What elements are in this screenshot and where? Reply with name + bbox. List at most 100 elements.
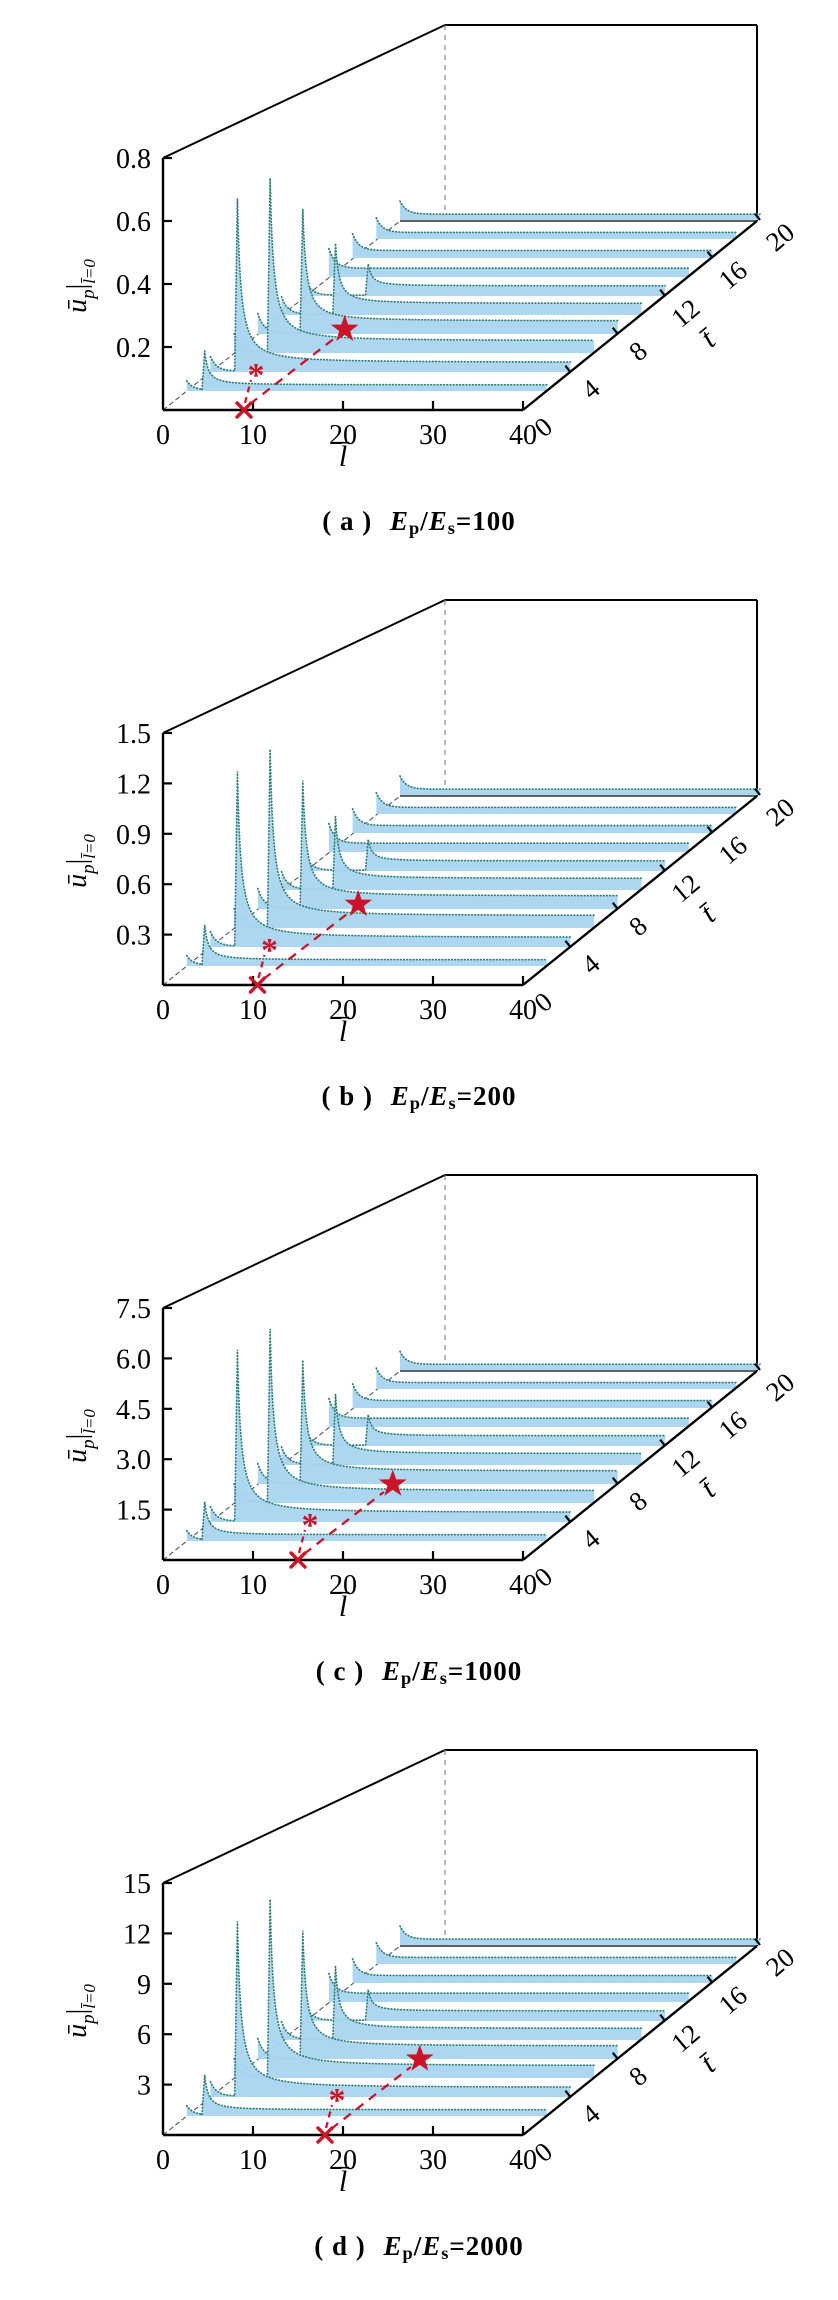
svg-text:7.5: 7.5 [116,1294,151,1325]
svg-text:30: 30 [419,2145,447,2176]
caption-E2: E [422,2231,442,2261]
svg-text:16: 16 [713,1980,753,2020]
svg-text:ūp|l̄=0: ūp|l̄=0 [62,1984,99,2038]
svg-text:8: 8 [623,335,653,367]
svg-text:l̄: l̄ [339,1590,350,1623]
svg-text:4: 4 [576,1523,606,1555]
panel-c-caption: ( c ) Ep/Es=1000 [0,1656,838,1689]
svg-text:6: 6 [137,2020,151,2051]
svg-text:1.2: 1.2 [116,769,151,800]
caption-slash: / [412,1656,421,1686]
panel-d-caption: ( d ) Ep/Es=2000 [0,2231,838,2264]
svg-text:3: 3 [137,2071,151,2102]
svg-text:4: 4 [576,373,606,405]
svg-text:20: 20 [760,1367,800,1407]
svg-text:0: 0 [156,420,170,451]
panel-b-caption: ( b ) Ep/Es=200 [0,1081,838,1114]
svg-text:20: 20 [329,995,357,1026]
caption-ratio: 100 [472,506,516,536]
svg-text:40: 40 [509,1570,537,1601]
svg-text:10: 10 [239,1570,267,1601]
caption-sub-p: p [408,518,421,539]
caption-label: ( a ) [322,506,373,536]
caption-ratio: 1000 [464,1656,523,1686]
waterfall-plot-c: 1.53.04.56.07.50 10 20 30 40048121620l̄t̄ūp… [62,1174,800,1623]
caption-E1: E [389,506,409,536]
svg-text:1.5: 1.5 [116,719,151,750]
svg-text:8: 8 [623,1485,653,1517]
caption-E1: E [383,2231,403,2261]
svg-text:30: 30 [419,420,447,451]
svg-text:0.6: 0.6 [116,870,151,901]
svg-text:6.0: 6.0 [116,1344,151,1375]
svg-text:ūp|l̄=0: ūp|l̄=0 [62,834,99,888]
caption-sub-s: s [441,2243,450,2264]
svg-text:*: * [302,1507,319,1544]
caption-label: ( d ) [314,2231,366,2261]
svg-text:*: * [329,2082,346,2119]
svg-text:20: 20 [329,420,357,451]
caption-sub-p: p [409,1093,421,1114]
caption-sub-p: p [400,1668,413,1689]
svg-text:20: 20 [329,1570,357,1601]
caption-sub-p: p [402,2243,414,2264]
caption-E2: E [429,1081,449,1111]
svg-text:8: 8 [623,2060,653,2092]
svg-text:0.4: 0.4 [116,270,151,301]
svg-text:16: 16 [713,830,753,870]
svg-text:4: 4 [576,2098,606,2130]
svg-text:30: 30 [419,1570,447,1601]
caption-E1: E [381,1656,401,1686]
svg-text:16: 16 [713,255,753,295]
svg-text:3.0: 3.0 [116,1445,151,1476]
svg-text:0.6: 0.6 [116,207,151,238]
svg-text:t̄: t̄ [694,321,724,354]
caption-sub-s: s [439,1668,448,1689]
waterfall-plot-b: 0.30.60.91.21.50 10 20 30 40048121620l̄t̄ūp… [62,599,800,1048]
caption-sub-s: s [447,518,456,539]
svg-text:l̄: l̄ [339,440,350,473]
caption-sub-s: s [448,1093,457,1114]
caption-slash: / [420,506,429,536]
caption-eq: = [449,2231,466,2261]
caption-label: ( c ) [315,1656,365,1686]
svg-text:12: 12 [123,1919,151,1950]
svg-text:10: 10 [239,2145,267,2176]
svg-text:0: 0 [156,995,170,1026]
svg-text:t̄: t̄ [694,2046,724,2079]
svg-text:0: 0 [156,1570,170,1601]
svg-text:8: 8 [623,910,653,942]
caption-label: ( b ) [321,1081,373,1111]
svg-text:9: 9 [137,1970,151,2001]
caption-eq: = [447,1656,465,1686]
svg-text:40: 40 [509,2145,537,2176]
caption-eq: = [456,1081,474,1111]
svg-text:0: 0 [156,2145,170,2176]
svg-text:0.8: 0.8 [116,144,151,175]
panel-d: 3 6 9 12 15 0 10 20 30 40 0 4 8 12 16 20 l̄ t̄ ūp|l̄=0 * (… [0,1725,838,2300]
caption-E1: E [390,1081,410,1111]
svg-text:20: 20 [760,217,800,257]
caption-slash: / [420,1081,430,1111]
svg-text:40: 40 [509,420,537,451]
caption-ratio: 2000 [465,2231,524,2261]
svg-text:20: 20 [760,1942,800,1982]
svg-text:0.9: 0.9 [116,820,151,851]
svg-text:40: 40 [509,995,537,1026]
svg-text:4: 4 [576,948,606,980]
caption-eq: = [455,506,473,536]
svg-text:1.5: 1.5 [116,1496,151,1527]
caption-E2: E [428,506,448,536]
svg-text:l̄: l̄ [339,1015,350,1048]
svg-text:l̄: l̄ [339,2165,350,2198]
caption-E2: E [420,1656,440,1686]
svg-text:0.3: 0.3 [116,921,151,952]
waterfall-plot-a: 0.20.40.60.80 10 20 30 40048121620l̄t̄ūp|l̄… [62,24,800,473]
svg-text:15: 15 [123,1869,151,1900]
svg-text:t̄: t̄ [694,896,724,929]
svg-text:ūp|l̄=0: ūp|l̄=0 [62,1409,99,1463]
svg-text:4.5: 4.5 [116,1395,151,1426]
svg-text:0.2: 0.2 [116,333,151,364]
